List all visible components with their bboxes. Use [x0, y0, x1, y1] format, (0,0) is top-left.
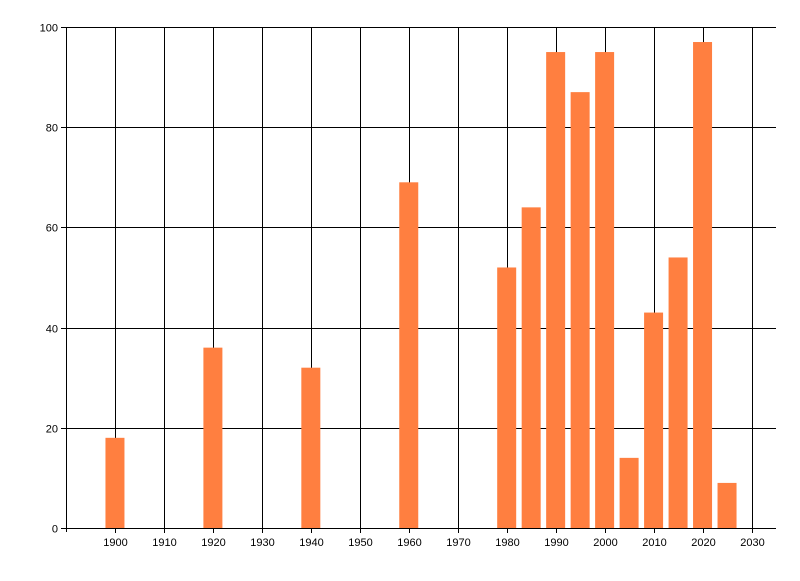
y-tick-label: 100 — [40, 23, 58, 35]
axes — [61, 27, 776, 533]
y-tick-labels: 0 20 40 60 80 100 — [40, 23, 58, 536]
x-tick-label: 1970 — [446, 537, 470, 549]
x-tick-label: 2030 — [740, 537, 764, 549]
bars — [105, 42, 737, 529]
bar — [570, 92, 590, 528]
bar — [595, 52, 615, 529]
x-tick-label: 1960 — [397, 537, 421, 549]
bar — [717, 482, 737, 528]
x-tick-label: 1910 — [152, 537, 176, 549]
x-tick-label: 1900 — [103, 537, 127, 549]
y-tick-label: 60 — [46, 223, 58, 235]
x-tick-label: 1990 — [544, 537, 568, 549]
bar — [546, 52, 566, 529]
x-tick-label: 1920 — [201, 537, 225, 549]
bar — [644, 312, 664, 528]
bar — [203, 347, 223, 528]
x-tick-label: 2020 — [691, 537, 715, 549]
bar — [399, 182, 419, 528]
bar — [105, 437, 125, 528]
x-tick-label: 2000 — [593, 537, 617, 549]
y-tick-label: 20 — [46, 424, 58, 436]
y-tick-label: 40 — [46, 324, 58, 336]
x-tick-label: 1940 — [299, 537, 323, 549]
bar — [693, 42, 713, 528]
x-tick-label: 1950 — [348, 537, 372, 549]
bar — [521, 207, 541, 529]
y-tick-label: 0 — [52, 524, 58, 536]
x-tick-labels: 1900 1910 1920 1930 1940 1950 1960 1970 1980 1990… — [103, 537, 764, 549]
y-tick-label: 80 — [46, 123, 58, 135]
bar — [301, 367, 321, 528]
x-tick-label: 1930 — [250, 537, 274, 549]
x-tick-label: 1980 — [495, 537, 519, 549]
bar — [619, 457, 639, 528]
bar — [497, 267, 517, 528]
x-tick-label: 2010 — [642, 537, 666, 549]
bar — [668, 257, 688, 528]
